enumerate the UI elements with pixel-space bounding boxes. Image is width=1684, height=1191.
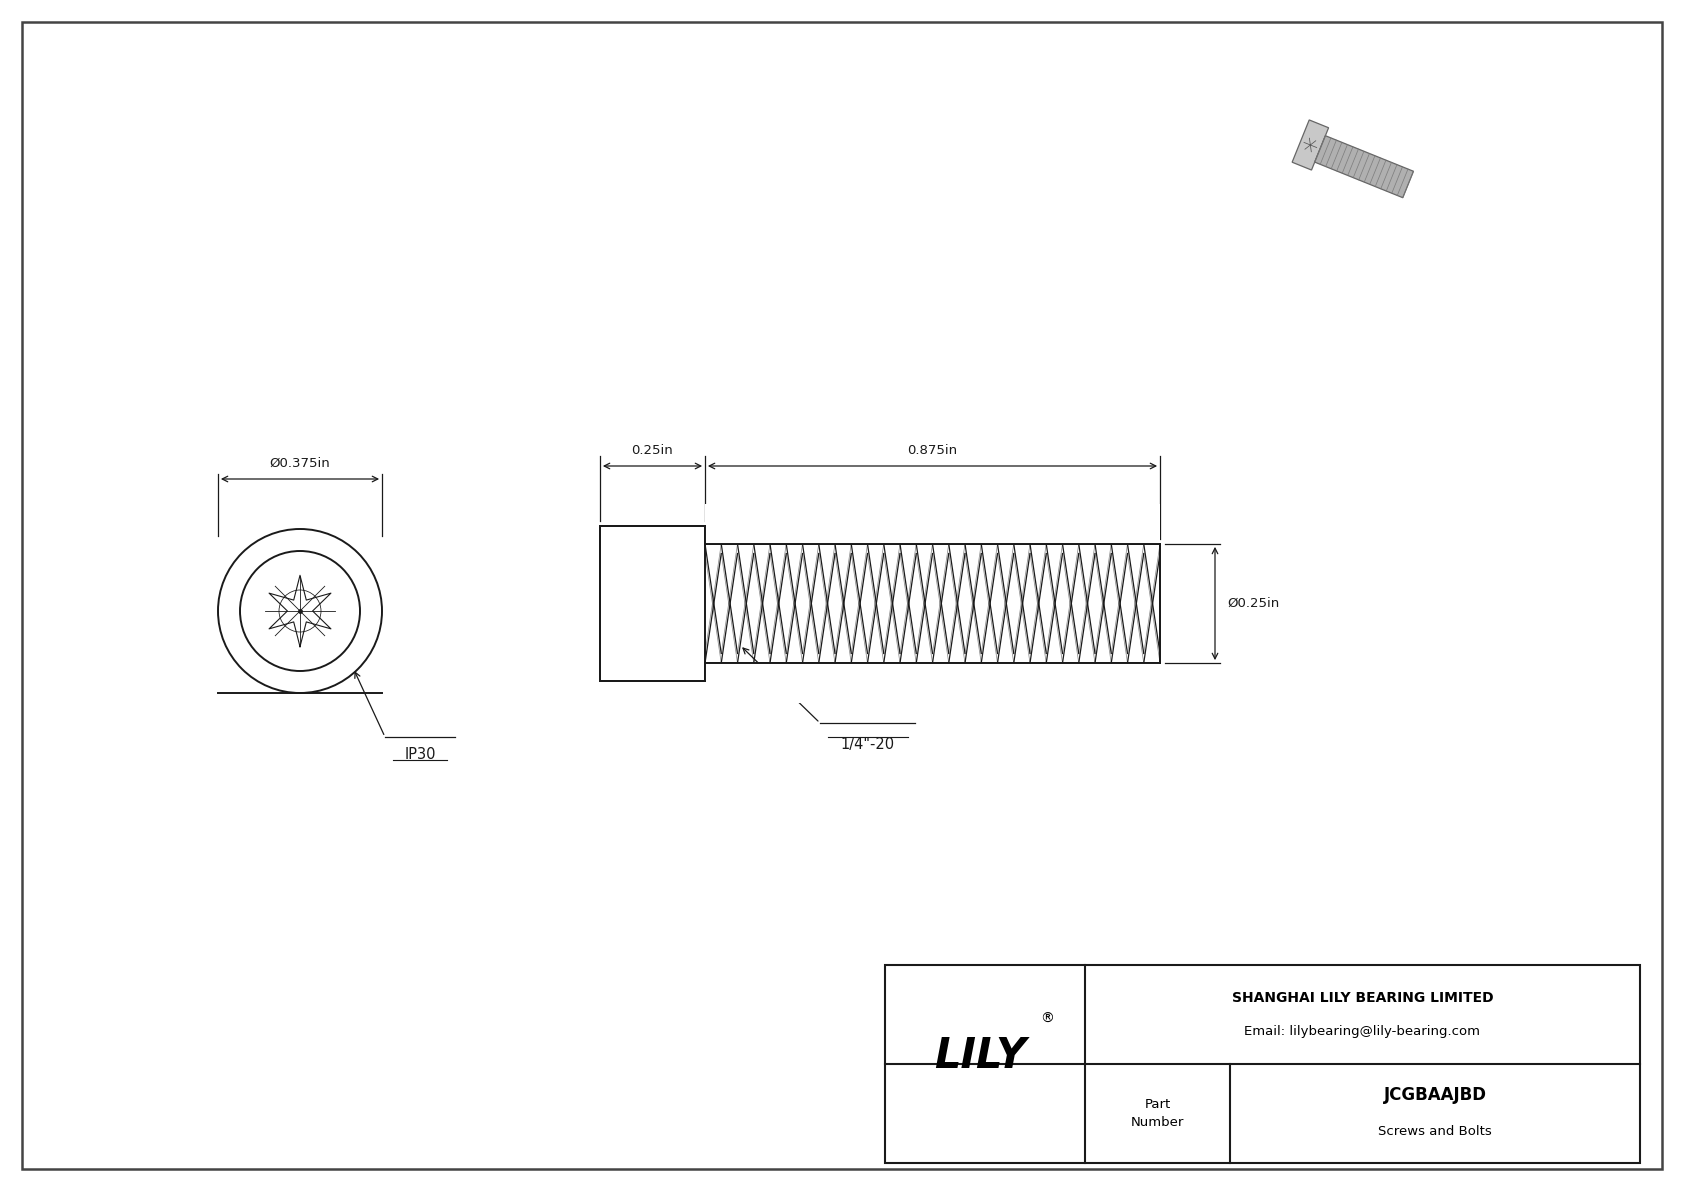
Text: JCGBAAJBD: JCGBAAJBD [1384, 1086, 1487, 1104]
Text: ®: ® [1041, 1012, 1054, 1025]
Text: SHANGHAI LILY BEARING LIMITED: SHANGHAI LILY BEARING LIMITED [1231, 991, 1494, 1004]
Bar [600, 526, 706, 681]
Text: LILY: LILY [935, 1035, 1026, 1077]
Circle shape [241, 551, 360, 671]
Text: Screws and Bolts: Screws and Bolts [1378, 1125, 1492, 1137]
Text: Part
Number: Part Number [1132, 1098, 1184, 1129]
Text: IP30: IP30 [404, 747, 436, 762]
Text: 0.25in: 0.25in [632, 444, 674, 457]
Bar [706, 544, 1160, 663]
Text: 0.875in: 0.875in [908, 444, 958, 457]
Text: Ø0.375in: Ø0.375in [269, 457, 330, 470]
Bar [886, 965, 1640, 1162]
Polygon shape [1292, 120, 1329, 170]
Text: 1/4"-20: 1/4"-20 [840, 737, 896, 752]
Text: Email: lilybearing@lily-bearing.com: Email: lilybearing@lily-bearing.com [1244, 1025, 1480, 1039]
Polygon shape [1315, 136, 1413, 198]
Bar [706, 663, 1160, 703]
Bar [706, 504, 1160, 544]
Circle shape [280, 590, 322, 632]
Text: Ø0.25in: Ø0.25in [1228, 597, 1280, 610]
Circle shape [217, 529, 382, 693]
